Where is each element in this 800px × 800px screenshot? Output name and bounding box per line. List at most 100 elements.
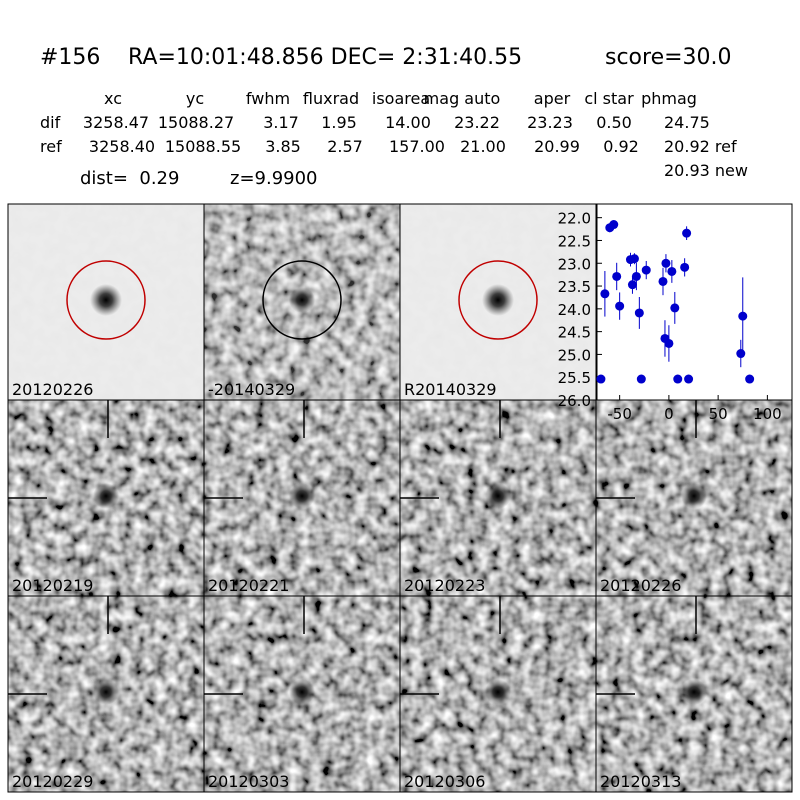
image-panel: 20120226 [7, 203, 205, 401]
panel-label: 20120221 [208, 576, 289, 595]
panel-label: 20120226 [600, 576, 681, 595]
cell: 20.92 ref [664, 137, 737, 156]
data-point [658, 276, 668, 286]
panel-border [595, 595, 793, 793]
data-point [670, 303, 680, 313]
source [681, 679, 707, 705]
row-label: dif [40, 113, 61, 132]
column-header: xc [104, 89, 122, 108]
aperture-circle [458, 260, 538, 340]
data-point [736, 349, 746, 359]
y-tick-label: 24.5 [558, 324, 591, 342]
x-tick-label: 0 [664, 405, 674, 423]
panel-label: -20140329 [208, 380, 295, 399]
panel-label: 20120229 [12, 772, 93, 791]
image-panel: -20140329 [203, 203, 401, 401]
data-point [661, 258, 671, 268]
data-point [631, 271, 641, 281]
y-tick-label: 22.0 [558, 210, 591, 228]
data-point [680, 262, 690, 272]
y-tick-label: 23.0 [558, 255, 591, 273]
cell: 157.00 [389, 137, 445, 156]
image-panel: 20120221 [203, 399, 401, 597]
source [482, 284, 514, 316]
cell: 3258.40 [89, 137, 155, 156]
data-point [636, 374, 646, 384]
column-header: yc [186, 89, 204, 108]
y-tick-label: 23.5 [558, 278, 591, 296]
panels: 20120226 -20140329 R20140329 20120219 201202… [7, 203, 793, 793]
aperture-circle [66, 260, 146, 340]
data-point [664, 338, 674, 348]
data-point [612, 271, 622, 281]
cell: 20.99 [534, 137, 580, 156]
data-point [596, 374, 606, 384]
coordinates: RA=10:01:48.856 DEC= 2:31:40.55 [128, 45, 522, 70]
source [681, 483, 707, 509]
source [485, 679, 511, 705]
panel-label: 20120226 [12, 380, 93, 399]
data-point [634, 308, 644, 318]
panel-label: R20140329 [404, 380, 497, 399]
source [289, 483, 315, 509]
cell: 21.00 [460, 137, 506, 156]
column-header: isoarea [372, 89, 430, 108]
cell: 3.17 [263, 113, 299, 132]
cell: 0.50 [596, 113, 632, 132]
cell: 1.95 [321, 113, 357, 132]
cell: 15088.55 [165, 137, 241, 156]
cell: 3.85 [265, 137, 301, 156]
column-header: fluxrad [303, 89, 359, 108]
panel-label: 20120306 [404, 772, 485, 791]
source [90, 284, 122, 316]
phmag-new: 20.93 new [664, 161, 748, 180]
distance: dist= 0.29 [80, 168, 179, 189]
data-point [738, 311, 748, 321]
y-tick-label: 22.5 [558, 232, 591, 250]
source [289, 679, 315, 705]
light-curve: 22.0 22.5 23.0 23.5 24.0 24.5 25.0 25.5 26.0 -50 0… [558, 203, 793, 423]
image-panel: 20120223 [399, 399, 597, 597]
score: score=30.0 [605, 45, 732, 70]
data-point [615, 301, 625, 311]
cell: 24.75 [664, 113, 710, 132]
data-point [684, 374, 694, 384]
image-panel: 20120229 [7, 595, 205, 793]
data-point [629, 254, 639, 264]
row-label: ref [40, 137, 62, 156]
panel-label: 20120219 [12, 576, 93, 595]
column-header: cl star [584, 89, 634, 108]
aperture-circle [262, 260, 342, 340]
cell: 14.00 [385, 113, 431, 132]
redshift: z=9.9900 [230, 168, 318, 189]
y-tick-label: 25.5 [558, 369, 591, 387]
cell: 0.92 [603, 137, 639, 156]
column-header: phmag [641, 89, 697, 108]
column-header: mag auto [424, 89, 501, 108]
source [485, 483, 511, 509]
data-point [673, 374, 683, 384]
data-point [609, 220, 619, 230]
data-point [641, 265, 651, 275]
image-panel: 20120303 [203, 595, 401, 793]
panel-label: 20120313 [600, 772, 681, 791]
data-point [627, 280, 637, 290]
image-panel: 20120219 [7, 399, 205, 597]
y-tick-label: 24.0 [558, 301, 591, 319]
cell: 15088.27 [158, 113, 234, 132]
x-tick-label: -50 [607, 405, 632, 423]
source [93, 483, 119, 509]
y-tick-label: 25.0 [558, 346, 591, 364]
x-tick-label: 50 [709, 405, 728, 423]
panel-label: 20120303 [208, 772, 289, 791]
cell: 23.23 [527, 113, 573, 132]
column-header: aper [534, 89, 571, 108]
x-tick-label: 100 [753, 405, 782, 423]
cell: 2.57 [327, 137, 363, 156]
data-point [667, 266, 677, 276]
data-point [745, 374, 755, 384]
image-panel: R20140329 [399, 203, 597, 401]
data-point [600, 289, 610, 299]
